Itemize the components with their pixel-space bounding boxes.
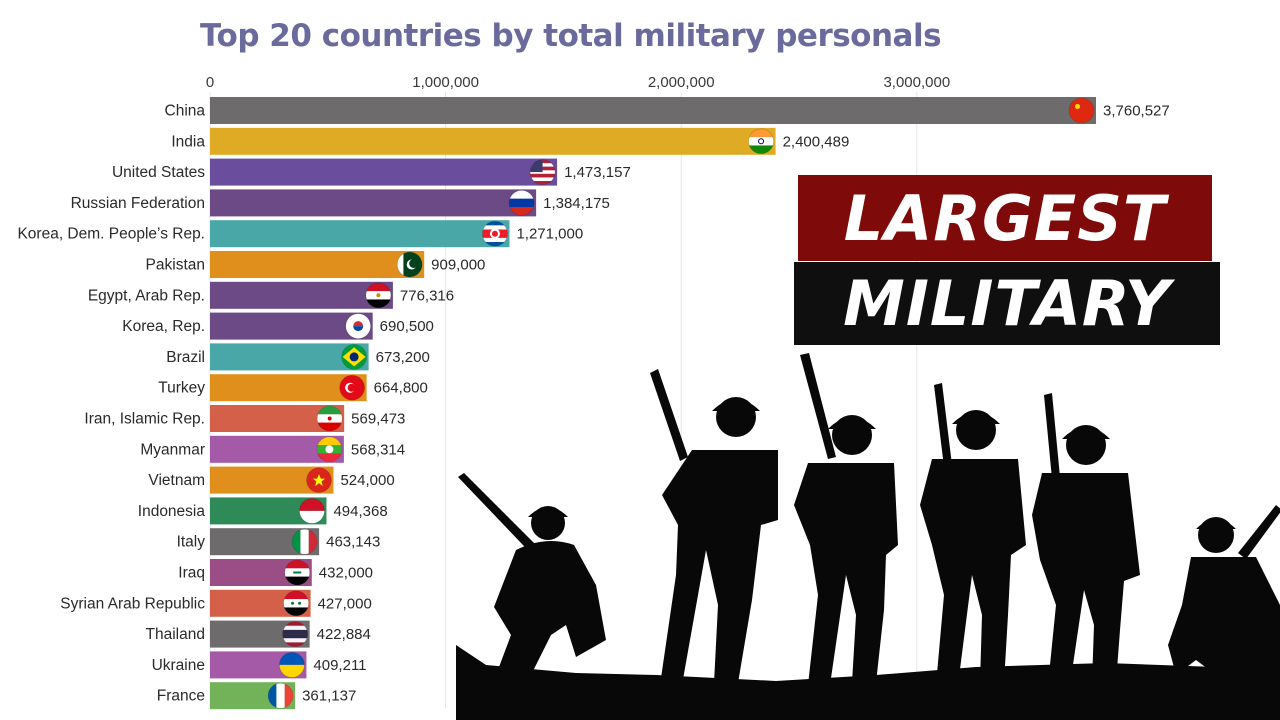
indonesia-flag-icon: [299, 497, 325, 524]
bar: [210, 189, 537, 217]
ukraine-flag-icon: [279, 652, 305, 678]
thailand-flag-icon: [282, 621, 309, 647]
value-label: 673,200: [376, 349, 430, 366]
category-label: Ukraine: [152, 657, 205, 674]
category-label: Brazil: [166, 349, 205, 366]
value-label: 2,400,489: [783, 133, 850, 150]
category-label: Myanmar: [140, 441, 205, 458]
turkey-flag-icon: [339, 374, 366, 401]
category-label: Korea, Rep.: [122, 318, 205, 335]
category-label: Turkey: [158, 380, 205, 397]
iran-flag-icon: [316, 405, 343, 432]
value-label: 1,271,000: [516, 226, 583, 243]
value-label: 3,760,527: [1103, 103, 1170, 120]
category-label: France: [157, 688, 205, 705]
military-banner: MILITARY: [794, 262, 1220, 345]
value-label: 432,000: [319, 565, 373, 582]
bar: [210, 312, 373, 340]
category-label: Pakistan: [146, 257, 205, 274]
egypt-flag-icon: [365, 282, 392, 309]
china-flag-icon: [1068, 97, 1095, 124]
value-label: 568,314: [351, 441, 405, 458]
bar: [210, 127, 776, 155]
bar: [210, 220, 510, 248]
pakistan-flag-icon: [396, 251, 423, 278]
category-label: Thailand: [146, 626, 205, 643]
category-label: Korea, Dem. People’s Rep.: [17, 226, 205, 243]
category-label: Iran, Islamic Rep.: [84, 411, 205, 428]
value-label: 422,884: [317, 626, 371, 643]
value-label: 494,368: [333, 503, 387, 520]
value-label: 569,473: [351, 411, 405, 428]
brazil-flag-icon: [341, 343, 368, 370]
north-korea-flag-icon: [482, 220, 508, 247]
vietnam-flag-icon: [306, 467, 332, 494]
category-label: India: [171, 133, 205, 150]
value-label: 909,000: [431, 257, 485, 274]
x-tick-label: 2,000,000: [648, 74, 715, 91]
x-tick-label: 1,000,000: [412, 74, 479, 91]
value-label: 361,137: [302, 688, 356, 705]
bar: [210, 97, 1096, 124]
bars: China 3,760,527 India 2,400,489 United State…: [17, 97, 1170, 710]
italy-flag-icon: [291, 528, 318, 555]
category-label: Russian Federation: [71, 195, 205, 212]
india-flag-icon: [748, 128, 774, 155]
category-label: Iraq: [178, 565, 205, 582]
bar: [210, 251, 425, 278]
value-label: 427,000: [318, 595, 372, 612]
category-label: Italy: [177, 534, 206, 551]
category-label: United States: [112, 164, 205, 181]
chart-title: Top 20 countries by total military perso…: [200, 18, 942, 54]
value-label: 1,473,157: [564, 164, 631, 181]
value-label: 409,211: [313, 657, 366, 674]
russia-flag-icon: [508, 189, 535, 216]
category-label: Egypt, Arab Rep.: [88, 287, 205, 304]
x-axis-ticks: 0 1,000,000 2,000,000 3,000,000: [206, 74, 950, 91]
myanmar-flag-icon: [316, 436, 343, 463]
iraq-flag-icon: [284, 559, 311, 586]
category-label: China: [165, 103, 206, 120]
south-korea-flag-icon: [345, 313, 372, 340]
value-label: 463,143: [326, 534, 380, 551]
category-label: Indonesia: [138, 503, 206, 520]
value-label: 690,500: [380, 318, 434, 335]
value-label: 524,000: [340, 472, 394, 489]
value-label: 1,384,175: [543, 195, 610, 212]
value-label: 664,800: [374, 380, 428, 397]
syria-flag-icon: [283, 590, 310, 617]
bar: [210, 158, 558, 186]
france-flag-icon: [267, 682, 294, 709]
largest-banner: LARGEST: [798, 175, 1212, 261]
category-label: Vietnam: [148, 472, 205, 489]
bar: [210, 281, 393, 309]
category-label: Syrian Arab Republic: [60, 595, 205, 612]
x-tick-label: 0: [206, 74, 214, 91]
value-label: 776,316: [400, 287, 454, 304]
usa-flag-icon: [529, 159, 556, 186]
x-tick-label: 3,000,000: [883, 74, 950, 91]
soldiers-silhouette-image: [456, 353, 1280, 720]
